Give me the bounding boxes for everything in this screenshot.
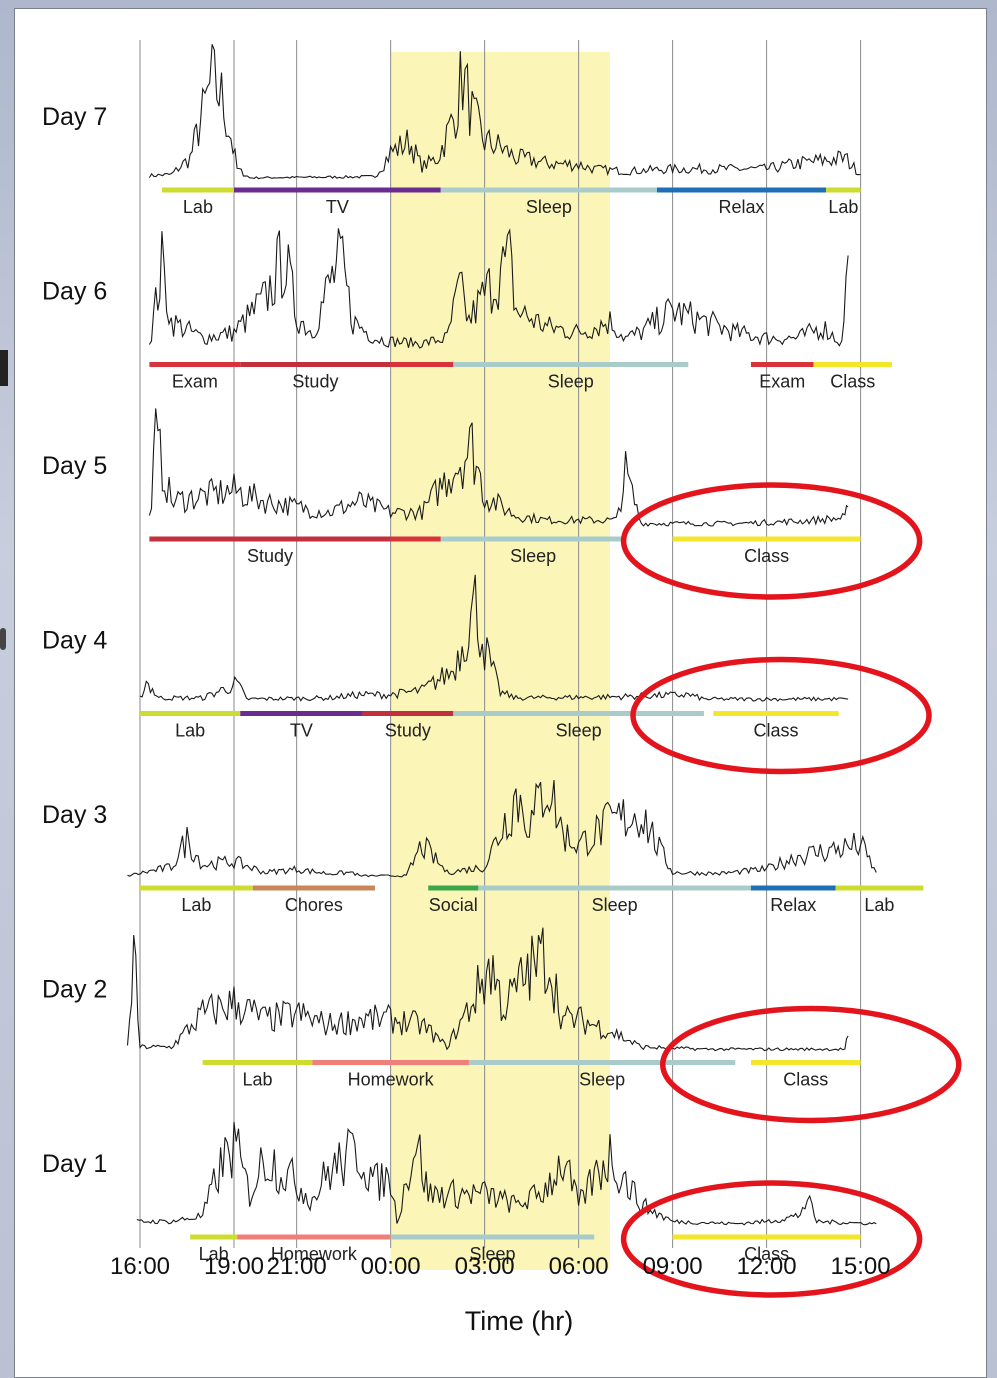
highlight-circle <box>630 656 932 775</box>
segment-label: Sleep <box>510 546 556 566</box>
segment-label: Relax <box>719 197 765 217</box>
segment-label: Lab <box>864 895 894 915</box>
activity-trace <box>126 927 849 1052</box>
segment-label: Class <box>783 1070 828 1090</box>
segment-label: Lab <box>181 895 211 915</box>
day-label: Day 2 <box>42 976 107 1004</box>
segment-label: Sleep <box>592 895 638 915</box>
segment-label: Sleep <box>548 372 594 392</box>
activity-trace <box>148 408 849 527</box>
segment-label: Class <box>753 721 798 741</box>
x-tick-label: 00:00 <box>361 1253 421 1280</box>
segment-label: TV <box>290 721 313 741</box>
segment-label: Sleep <box>556 721 602 741</box>
x-tick-label: 03:00 <box>455 1253 515 1280</box>
segment-label: Relax <box>770 895 816 915</box>
segment-label: Homework <box>348 1070 435 1090</box>
segment-label: Sleep <box>469 1244 515 1264</box>
day-label: Day 6 <box>42 278 107 306</box>
day-label: Day 5 <box>42 452 107 480</box>
x-tick-label: 15:00 <box>831 1253 891 1280</box>
edge-mark <box>0 350 8 386</box>
x-tick-label: 12:00 <box>737 1253 797 1280</box>
highlight-circle <box>620 1180 923 1298</box>
activity-trace <box>139 574 849 702</box>
edge-mark <box>0 628 6 650</box>
segment-label: Social <box>429 895 478 915</box>
segment-label: Sleep <box>579 1070 625 1090</box>
segment-label: Sleep <box>526 197 572 217</box>
activity-trace <box>136 1121 877 1226</box>
segment-label: Class <box>744 546 789 566</box>
segment-label: Chores <box>285 895 343 915</box>
segment-label: TV <box>326 197 349 217</box>
segment-label: Study <box>385 721 431 741</box>
x-axis-title: Time (hr) <box>465 1306 574 1336</box>
x-tick-label: 16:00 <box>110 1253 170 1280</box>
segment-label: Class <box>744 1244 789 1264</box>
activity-trace <box>148 228 849 349</box>
day-label: Day 4 <box>42 627 107 655</box>
segment-label: Study <box>247 546 293 566</box>
segment-label: Lab <box>828 197 858 217</box>
segment-label: Lab <box>183 197 213 217</box>
activity-trace <box>148 44 861 180</box>
x-tick-label: 19:00 <box>204 1253 264 1280</box>
x-tick-label: 21:00 <box>267 1253 327 1280</box>
day-label: Day 1 <box>42 1150 107 1178</box>
segment-label: Exam <box>759 372 805 392</box>
day-label: Day 7 <box>42 103 107 131</box>
segment-label: Lab <box>199 1244 229 1264</box>
highlight-circle <box>660 1005 962 1124</box>
x-tick-label: 06:00 <box>549 1253 609 1280</box>
segment-label: Exam <box>172 372 218 392</box>
night-band <box>390 52 610 1270</box>
x-tick-label: 09:00 <box>643 1253 703 1280</box>
segment-label: Study <box>292 372 338 392</box>
segment-label: Class <box>830 372 875 392</box>
segment-label: Lab <box>242 1070 272 1090</box>
segment-label: Homework <box>271 1244 358 1264</box>
segment-label: Lab <box>175 721 205 741</box>
highlight-circle <box>620 482 923 600</box>
day-label: Day 3 <box>42 801 107 829</box>
activity-trace <box>127 779 877 878</box>
